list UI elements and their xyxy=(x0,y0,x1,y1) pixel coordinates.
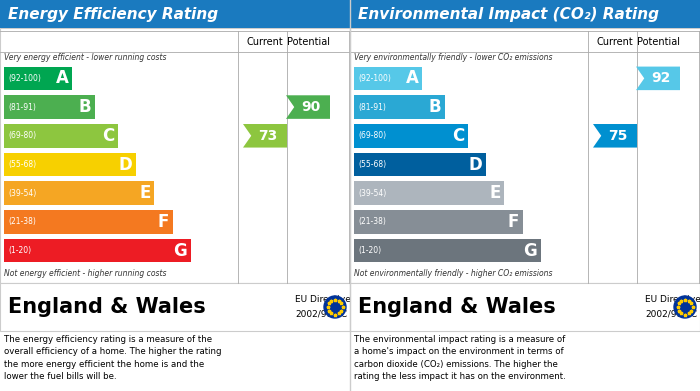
Text: (1-20): (1-20) xyxy=(358,246,381,255)
Bar xyxy=(354,153,486,176)
Bar xyxy=(354,210,523,234)
Text: (92-100): (92-100) xyxy=(8,74,41,83)
Text: C: C xyxy=(452,127,464,145)
Bar xyxy=(354,239,541,262)
Text: 90: 90 xyxy=(301,100,320,114)
Circle shape xyxy=(674,296,696,318)
Text: (81-91): (81-91) xyxy=(8,102,36,111)
Text: F: F xyxy=(508,213,519,231)
Text: EU Directive: EU Directive xyxy=(295,295,351,304)
Text: (92-100): (92-100) xyxy=(358,74,391,83)
Text: A: A xyxy=(55,69,69,87)
Text: Energy Efficiency Rating: Energy Efficiency Rating xyxy=(8,7,218,22)
Bar xyxy=(354,66,422,90)
Text: (69-80): (69-80) xyxy=(358,131,386,140)
Bar xyxy=(350,28,700,283)
Bar xyxy=(4,210,173,234)
Text: (39-54): (39-54) xyxy=(358,189,386,198)
Text: 92: 92 xyxy=(651,71,670,85)
Text: EU Directive: EU Directive xyxy=(645,295,700,304)
Text: (1-20): (1-20) xyxy=(8,246,31,255)
Bar xyxy=(0,283,350,331)
Text: Very environmentally friendly - lower CO₂ emissions: Very environmentally friendly - lower CO… xyxy=(354,54,552,63)
Bar xyxy=(354,181,505,205)
Text: (39-54): (39-54) xyxy=(8,189,36,198)
Text: 2002/91/EC: 2002/91/EC xyxy=(645,310,697,319)
Bar xyxy=(4,95,95,119)
Bar xyxy=(354,95,445,119)
Text: Potential: Potential xyxy=(286,37,330,47)
Text: Current: Current xyxy=(246,37,284,47)
Bar xyxy=(0,0,350,28)
Text: F: F xyxy=(158,213,169,231)
Bar xyxy=(0,28,350,283)
Bar xyxy=(4,239,191,262)
Text: E: E xyxy=(139,184,150,202)
Text: D: D xyxy=(118,156,132,174)
Text: 73: 73 xyxy=(258,129,277,143)
Text: D: D xyxy=(468,156,482,174)
Polygon shape xyxy=(243,124,287,147)
Bar xyxy=(4,124,118,147)
Text: B: B xyxy=(78,98,91,116)
Bar xyxy=(350,283,700,331)
Text: Potential: Potential xyxy=(636,37,680,47)
Bar xyxy=(4,66,72,90)
Text: The environmental impact rating is a measure of
a home's impact on the environme: The environmental impact rating is a mea… xyxy=(354,335,566,381)
Text: Environmental Impact (CO₂) Rating: Environmental Impact (CO₂) Rating xyxy=(358,7,659,22)
Text: C: C xyxy=(102,127,114,145)
Polygon shape xyxy=(286,95,330,119)
Text: (21-38): (21-38) xyxy=(8,217,36,226)
Polygon shape xyxy=(593,124,637,147)
Bar xyxy=(350,0,700,28)
Text: G: G xyxy=(173,242,187,260)
Text: (21-38): (21-38) xyxy=(358,217,386,226)
Text: (55-68): (55-68) xyxy=(8,160,36,169)
Text: (81-91): (81-91) xyxy=(358,102,386,111)
Text: (69-80): (69-80) xyxy=(8,131,36,140)
Text: G: G xyxy=(523,242,537,260)
Text: Not environmentally friendly - higher CO₂ emissions: Not environmentally friendly - higher CO… xyxy=(354,269,552,278)
Text: (55-68): (55-68) xyxy=(358,160,386,169)
Text: England & Wales: England & Wales xyxy=(8,297,206,317)
Text: Current: Current xyxy=(596,37,634,47)
Text: 75: 75 xyxy=(608,129,627,143)
Bar xyxy=(4,181,155,205)
Polygon shape xyxy=(636,66,680,90)
Circle shape xyxy=(324,296,346,318)
Text: Not energy efficient - higher running costs: Not energy efficient - higher running co… xyxy=(4,269,167,278)
Text: Very energy efficient - lower running costs: Very energy efficient - lower running co… xyxy=(4,54,167,63)
Text: E: E xyxy=(489,184,500,202)
Text: 2002/91/EC: 2002/91/EC xyxy=(295,310,347,319)
Text: The energy efficiency rating is a measure of the
overall efficiency of a home. T: The energy efficiency rating is a measur… xyxy=(4,335,221,381)
Text: A: A xyxy=(405,69,419,87)
Bar xyxy=(4,153,136,176)
Text: England & Wales: England & Wales xyxy=(358,297,556,317)
Text: B: B xyxy=(428,98,441,116)
Bar xyxy=(354,124,468,147)
